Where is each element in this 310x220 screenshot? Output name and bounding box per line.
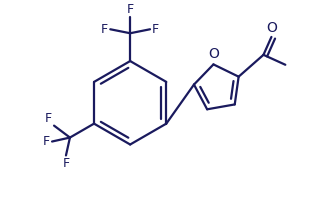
Text: F: F: [152, 23, 159, 36]
Text: F: F: [43, 135, 50, 148]
Text: F: F: [45, 112, 52, 125]
Text: O: O: [208, 48, 219, 61]
Text: F: F: [101, 23, 108, 36]
Text: F: F: [62, 158, 69, 170]
Text: O: O: [266, 21, 277, 35]
Text: F: F: [126, 3, 134, 16]
